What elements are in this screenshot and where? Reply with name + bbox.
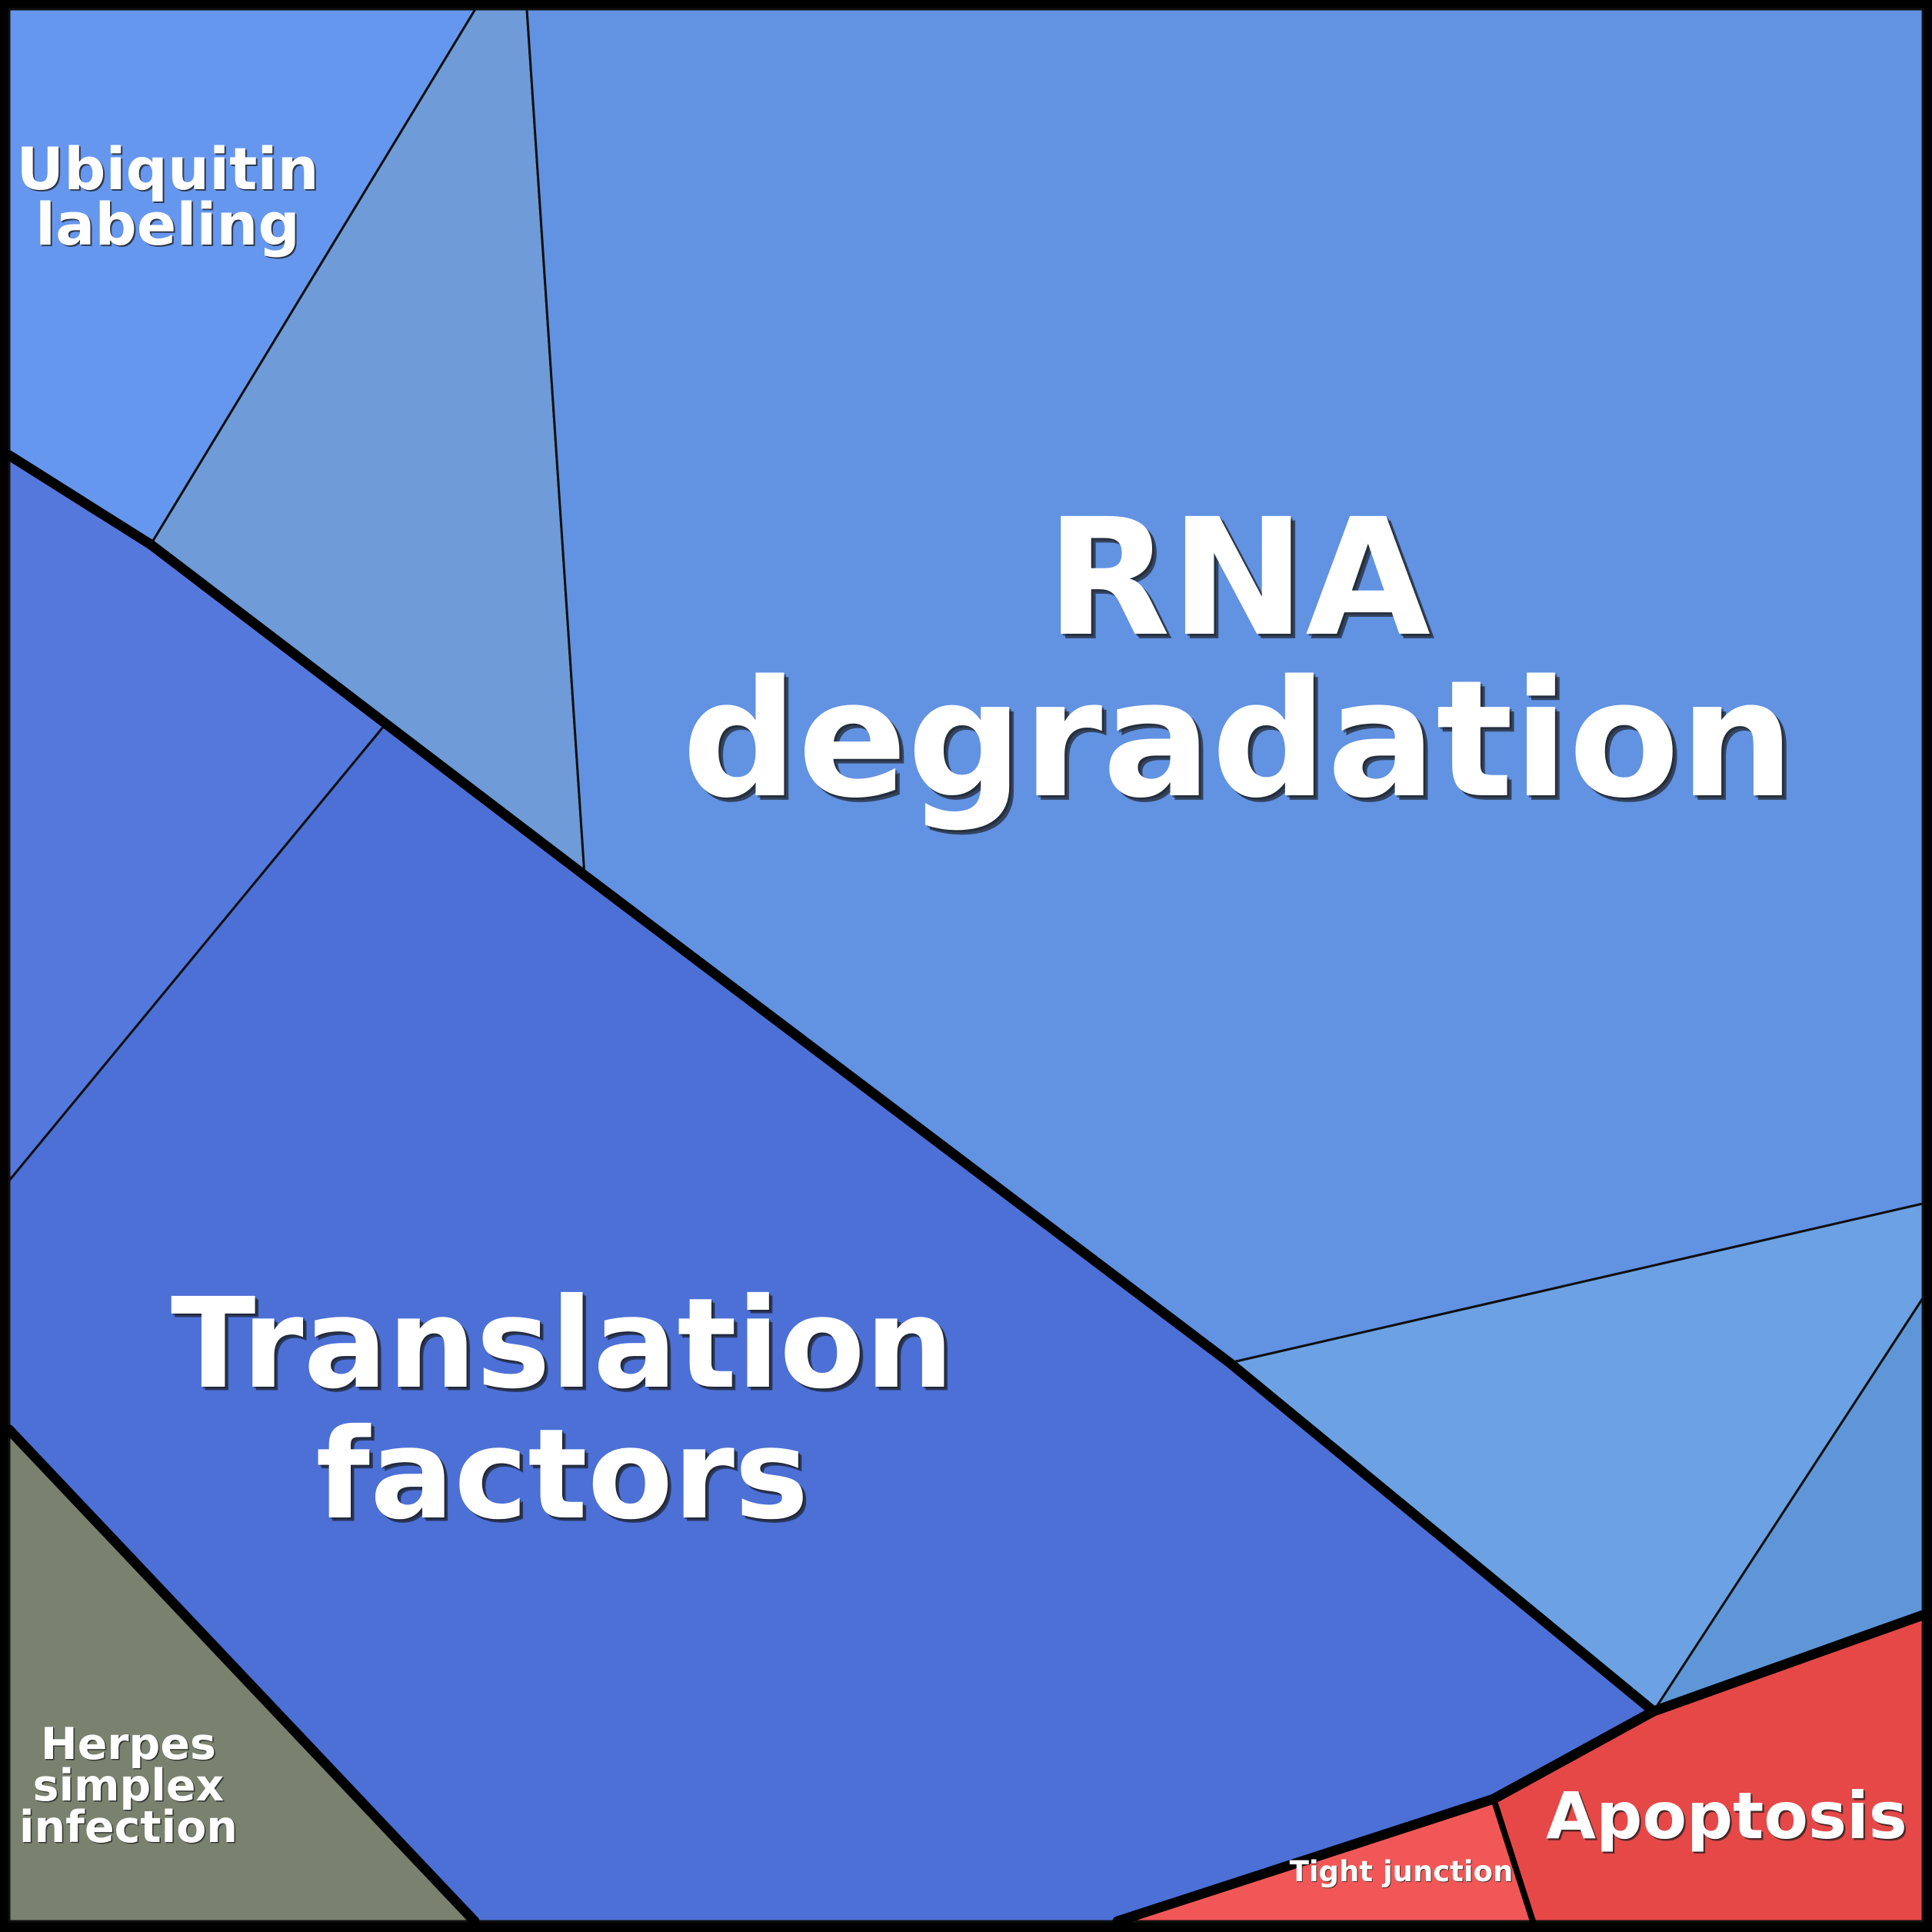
border-translation-group: [4, 450, 1659, 1717]
border-tight-apoptosis: [1491, 1796, 1536, 1924]
border-red-group-right: [1648, 1610, 1928, 1717]
border-herpes-group: [4, 1424, 480, 1927]
